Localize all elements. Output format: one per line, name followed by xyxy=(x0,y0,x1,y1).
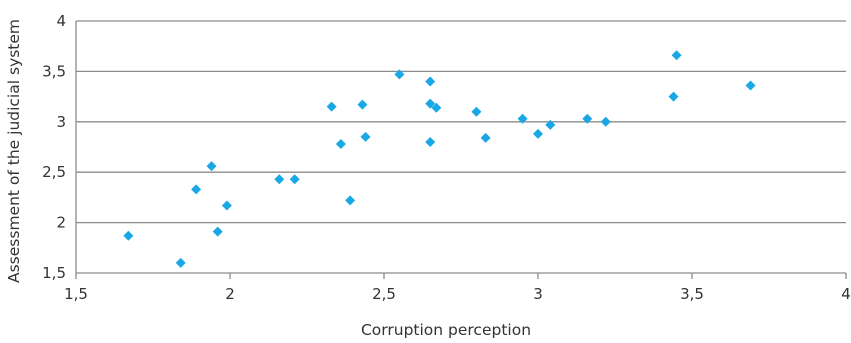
data-point xyxy=(471,106,482,117)
data-point xyxy=(582,113,593,124)
data-point xyxy=(425,136,436,147)
x-tick-label: 2,5 xyxy=(372,285,396,303)
data-point xyxy=(671,50,682,61)
x-tick-label: 4 xyxy=(841,285,851,303)
data-point xyxy=(335,138,346,149)
x-tick-label: 1,5 xyxy=(64,285,88,303)
data-point xyxy=(357,99,368,110)
y-tick-label: 2 xyxy=(56,214,66,232)
data-point xyxy=(425,76,436,87)
data-point xyxy=(425,98,436,109)
y-tick-labels: 1,5 2 2,5 3 3,5 4 xyxy=(42,12,66,282)
data-point xyxy=(517,113,528,124)
data-point xyxy=(221,200,232,211)
data-point xyxy=(191,184,202,195)
x-tick-label: 2 xyxy=(225,285,235,303)
data-point xyxy=(206,161,217,172)
data-point xyxy=(745,80,756,91)
x-tick-labels: 1,5 2 2,5 3 3,5 4 xyxy=(64,285,851,303)
data-point xyxy=(274,174,285,185)
axes xyxy=(75,21,847,279)
y-tick-label: 3 xyxy=(56,113,66,131)
y-axis-title: Assessment of the judicial system xyxy=(5,19,23,283)
data-point xyxy=(394,69,405,80)
data-point xyxy=(345,195,356,206)
y-tick-label: 3,5 xyxy=(42,62,66,80)
data-point xyxy=(123,230,134,241)
data-point xyxy=(533,128,543,139)
x-tick-label: 3,5 xyxy=(680,285,704,303)
data-point xyxy=(360,131,371,142)
gridlines xyxy=(76,20,846,224)
x-tick-label: 3 xyxy=(533,285,543,303)
data-point xyxy=(289,174,300,185)
data-points xyxy=(123,50,756,268)
data-point xyxy=(480,132,491,143)
data-point xyxy=(668,91,679,102)
data-point xyxy=(600,116,611,127)
data-point xyxy=(175,257,186,268)
y-tick-label: 4 xyxy=(56,12,66,30)
data-point xyxy=(326,101,337,112)
data-point xyxy=(212,226,223,237)
y-tick-label: 1,5 xyxy=(42,264,66,282)
x-axis-title: Corruption perception xyxy=(361,321,531,339)
data-point xyxy=(431,102,442,113)
y-tick-label: 2,5 xyxy=(42,163,66,181)
data-point xyxy=(545,119,556,130)
